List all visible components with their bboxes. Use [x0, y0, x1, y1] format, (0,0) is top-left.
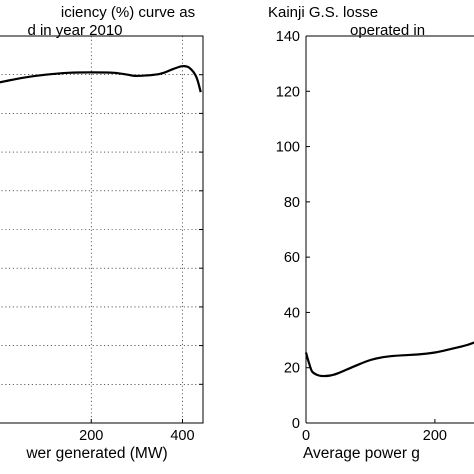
left-x-axis-label: wer generated (MW) [25, 445, 167, 462]
right-y-tick-label: 80 [284, 195, 300, 211]
right-x-tick-label: 0 [302, 428, 310, 444]
right-y-tick-label: 20 [284, 361, 300, 377]
right-x-axis-label: Average power g [303, 445, 420, 462]
right-y-tick-label: 40 [284, 305, 300, 321]
right-chart: Kainji G.S. losse operated in 0 20 40 60 80 1… [268, 4, 474, 462]
left-chart-title-line-1: iciency (%) curve as [61, 4, 195, 21]
left-x-tick-label: 200 [79, 428, 103, 444]
left-efficiency-series-line [0, 65, 202, 93]
right-y-tick-label: 100 [276, 140, 300, 156]
right-y-tick-label: 60 [284, 250, 300, 266]
left-x-ticks: 200 400 [79, 36, 195, 444]
right-y-tick-label: 0 [292, 416, 300, 432]
right-x-tick-label: 200 [423, 428, 447, 444]
left-plot-frame [0, 35, 204, 424]
right-losses-series-line [304, 341, 474, 378]
left-x-tick-label: 400 [170, 428, 194, 444]
left-chart: iciency (%) curve as d in year 2010 200 4… [0, 4, 204, 462]
right-axis-ticks: 0 20 40 60 80 100 120 140 0 200 [276, 29, 447, 444]
right-y-tick-label: 140 [276, 29, 300, 45]
right-chart-title-line-2: operated in [350, 22, 425, 39]
right-y-tick-label: 120 [276, 84, 300, 100]
right-chart-title-line-1: Kainji G.S. losse [268, 4, 378, 21]
left-chart-title-line-2: d in year 2010 [27, 22, 122, 39]
left-gridlines [0, 35, 203, 424]
